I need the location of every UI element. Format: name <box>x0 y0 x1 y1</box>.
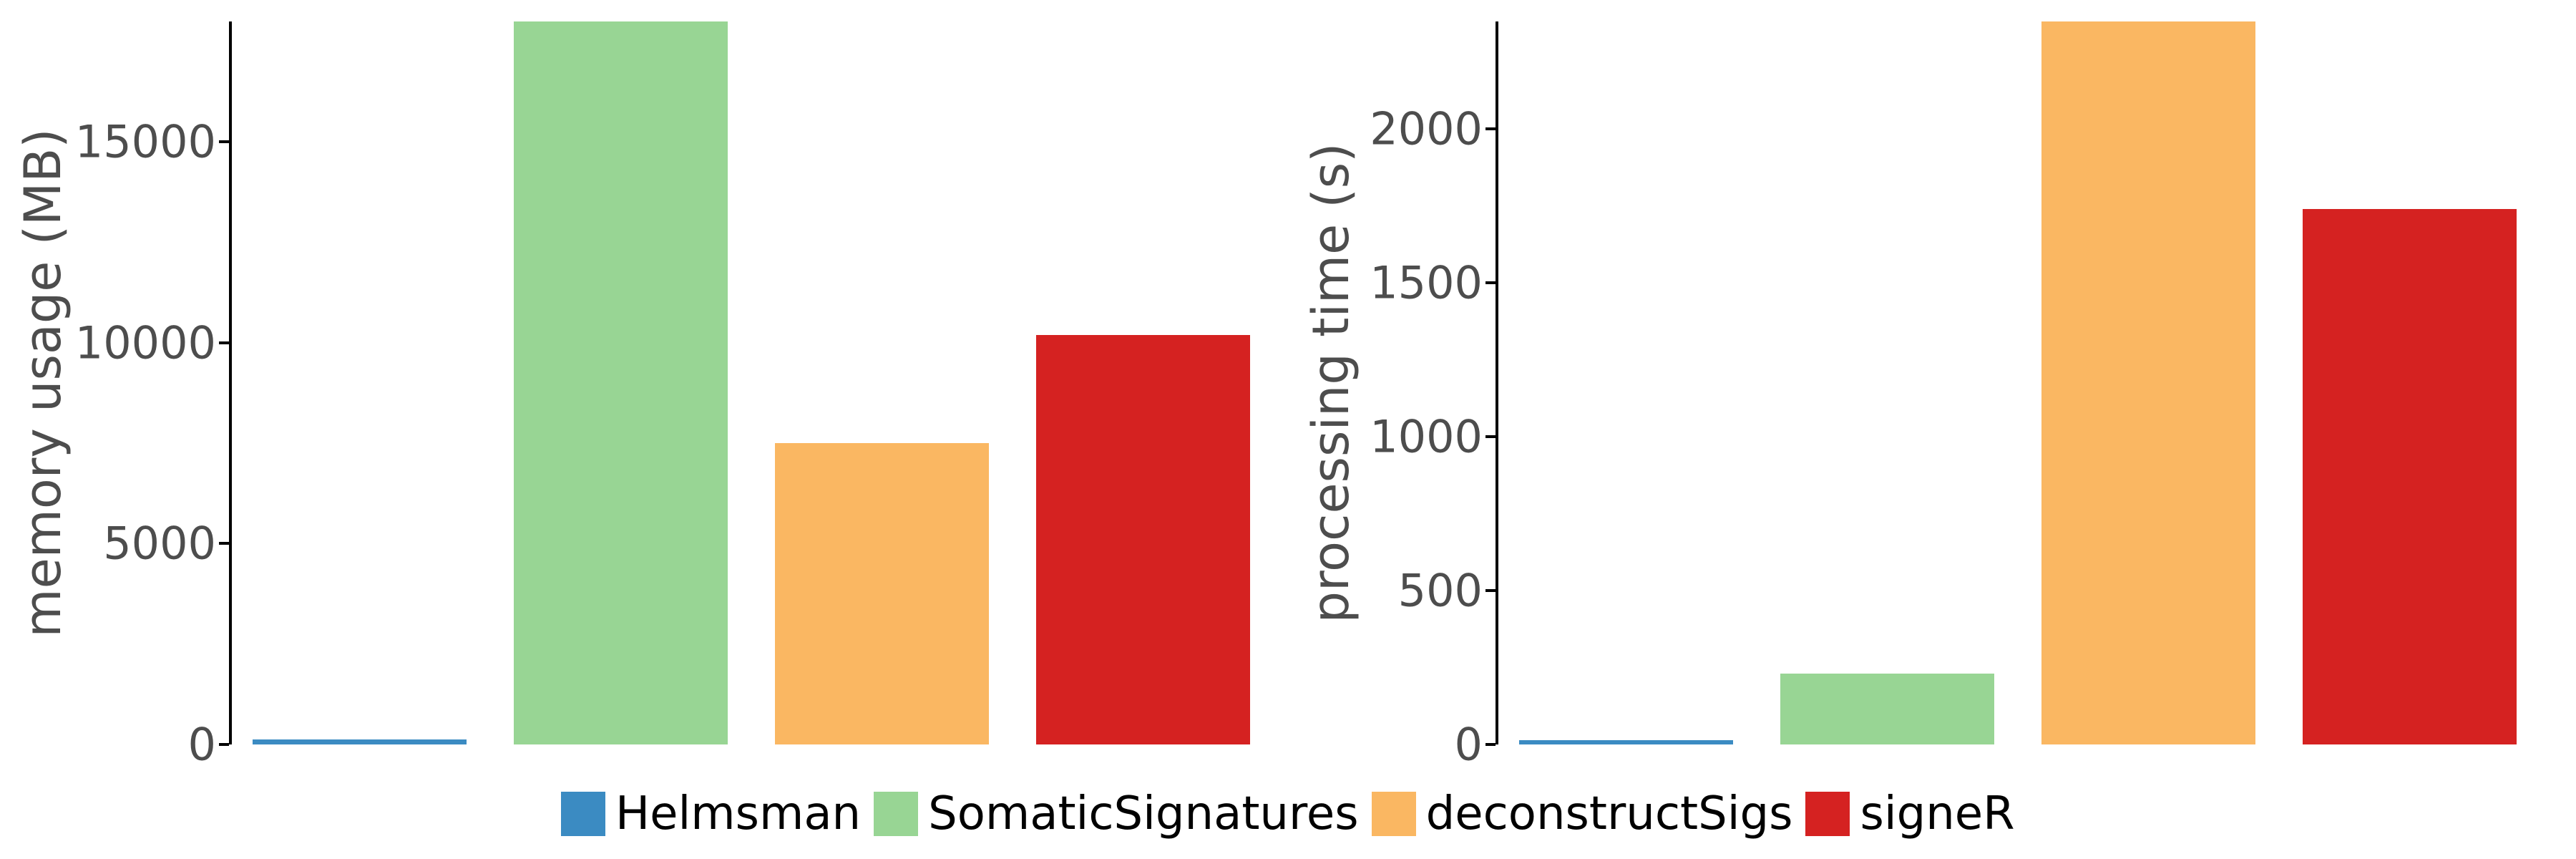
y-tick-label: 15000 <box>75 116 229 168</box>
bar-helmsman <box>253 739 467 744</box>
y-tick-label: 1000 <box>1370 411 1496 463</box>
bar-somaticsignatures <box>514 21 728 744</box>
legend-swatch <box>1372 792 1416 836</box>
y-tick-label: 0 <box>188 719 229 771</box>
legend-label: signeR <box>1860 787 2014 840</box>
bar-signer <box>2303 209 2517 744</box>
legend-swatch <box>874 792 918 836</box>
y-tick-label: 5000 <box>103 518 229 570</box>
legend-label: Helmsman <box>615 787 861 840</box>
y-tick-label: 10000 <box>75 316 229 369</box>
bar-somaticsignatures <box>1780 674 1994 744</box>
legend: Helmsman SomaticSignatures deconstructSigs… <box>561 787 2015 840</box>
bar-deconstructsigs <box>775 443 989 744</box>
legend-item-somaticsignatures: SomaticSignatures <box>874 787 1359 840</box>
y-tick-label: 0 <box>1455 719 1496 771</box>
y-axis-title-time: processing time (s) <box>1302 143 1360 623</box>
figure: 050001000015000 memory usage (MB) 050010… <box>0 0 2576 859</box>
processing-time-chart: 0500100015002000 <box>1496 21 2540 744</box>
y-axis-spine <box>1496 21 1498 744</box>
y-axis-spine <box>229 21 232 744</box>
legend-label: deconstructSigs <box>1426 787 1793 840</box>
bar-signer <box>1036 335 1250 744</box>
legend-item-deconstructsigs: deconstructSigs <box>1372 787 1793 840</box>
legend-item-signer: signeR <box>1805 787 2014 840</box>
legend-swatch <box>1805 792 1850 836</box>
bar-deconstructsigs <box>2041 21 2255 744</box>
memory-usage-chart: 050001000015000 <box>229 21 1274 744</box>
y-tick-label: 500 <box>1398 565 1496 617</box>
y-axis-title-memory: memory usage (MB) <box>14 128 72 637</box>
legend-swatch <box>561 792 605 836</box>
legend-item-helmsman: Helmsman <box>561 787 861 840</box>
legend-label: SomaticSignatures <box>928 787 1359 840</box>
y-tick-label: 2000 <box>1370 103 1496 155</box>
y-tick-label: 1500 <box>1370 257 1496 309</box>
bar-helmsman <box>1519 740 1733 744</box>
